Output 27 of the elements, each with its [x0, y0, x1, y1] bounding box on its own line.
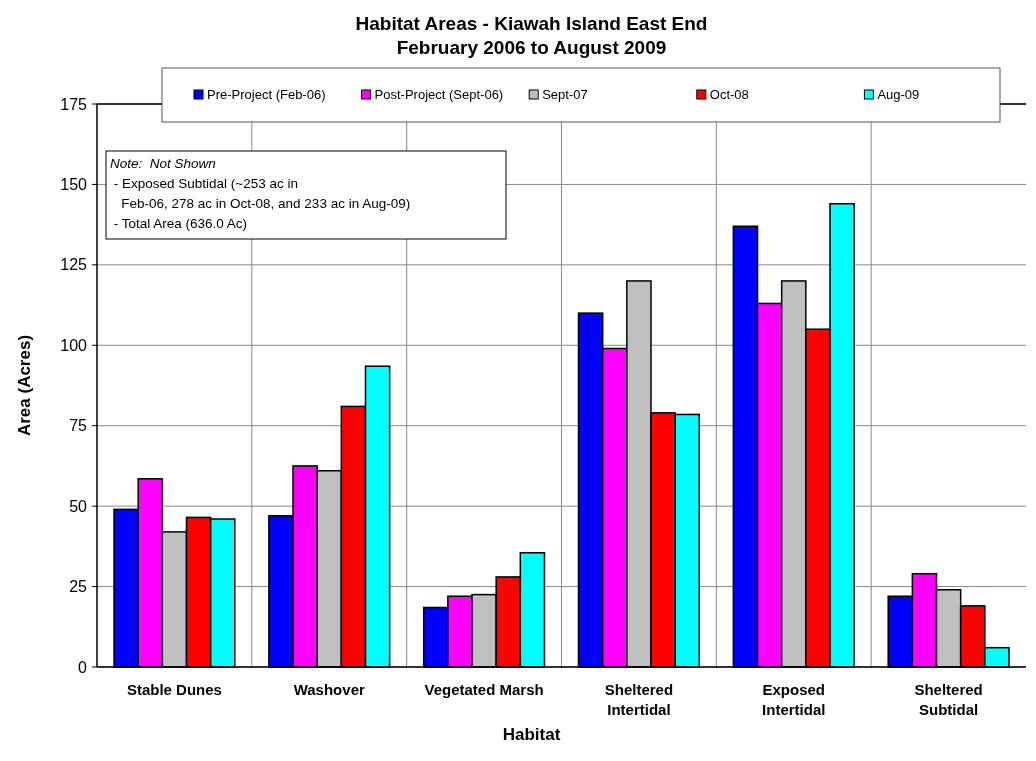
- legend-label: Pre-Project (Feb-06): [207, 87, 326, 102]
- annotation: - Exposed Subtidal (~253 ac in: [110, 176, 298, 191]
- x-tick-label: Exposed Intertidal: [762, 681, 826, 718]
- annotation: Feb-06, 278 ac in Oct-08, and 233 ac in Aug-09): [110, 196, 411, 211]
- annotation: Note: Not Shown: [110, 156, 216, 171]
- x-tick-label: Sheltered Subtidal: [914, 681, 983, 718]
- legend-label: Aug-09: [877, 87, 920, 102]
- x-tick-label: Washover: [293, 681, 365, 698]
- annotation: - Total Area (636.0 Ac): [110, 216, 248, 231]
- y-tick-label: 150: [60, 176, 88, 194]
- y-axis-title: Area (Acres): [15, 334, 34, 437]
- y-tick-label: 0: [78, 658, 88, 676]
- y-tick-label: 25: [69, 578, 88, 596]
- x-tick-label: Stable Dunes: [126, 681, 222, 698]
- chart-title: Habitat Areas - Kiawah Island East End: [355, 13, 708, 34]
- y-tick-label: 50: [69, 497, 88, 515]
- y-tick-label: 175: [60, 95, 88, 113]
- x-tick-label: Sheltered Intertidal: [604, 681, 674, 718]
- x-tick-label: Vegetated Marsh: [424, 681, 544, 698]
- y-tick-label: 100: [60, 336, 88, 354]
- legend-label: Sept-07: [542, 87, 588, 102]
- y-tick-label: 125: [60, 256, 88, 274]
- legend-label: Oct-08: [709, 87, 749, 102]
- x-axis-title: Habitat: [502, 725, 561, 744]
- y-tick-label: 75: [69, 417, 88, 435]
- legend-label: Post-Project (Sept-06): [374, 87, 504, 102]
- chart-subtitle: February 2006 to August 2009: [396, 37, 667, 58]
